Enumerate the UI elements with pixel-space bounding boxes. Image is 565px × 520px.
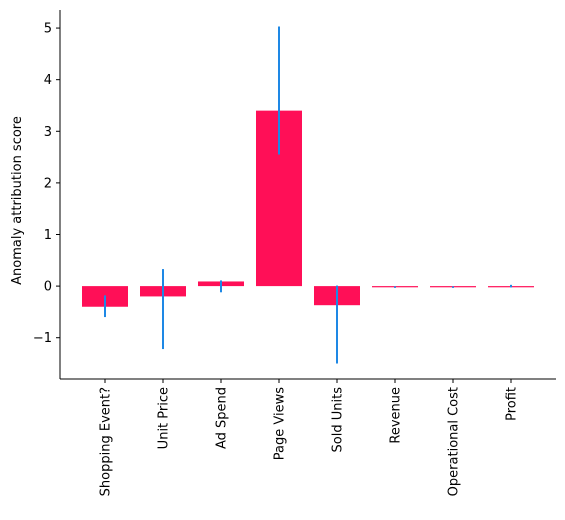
y-tick-label: 2 — [44, 176, 52, 191]
y-tick-label: 4 — [44, 73, 52, 88]
x-tick-label: Revenue — [389, 387, 404, 444]
y-axis-label: Anomaly attribution score — [10, 116, 25, 285]
x-tick-label: Unit Price — [157, 387, 172, 449]
x-tick-label: Operational Cost — [447, 387, 462, 496]
x-tick-label: Ad Spend — [215, 387, 230, 449]
x-ticks: Shopping Event? Unit Price Ad Spend Page Vi… — [99, 379, 520, 496]
y-tick-label: 0 — [44, 280, 52, 295]
bars-layer — [82, 110, 534, 307]
y-tick-label: −1 — [33, 331, 52, 346]
y-tick-label: 5 — [44, 22, 52, 37]
y-ticks: −1 0 1 2 3 4 5 — [33, 22, 60, 346]
y-tick-label: 3 — [44, 125, 52, 140]
x-tick-label: Profit — [505, 387, 520, 421]
x-tick-label: Page Views — [273, 387, 288, 460]
axes-layer — [59, 10, 556, 380]
x-tick-label: Sold Units — [331, 387, 346, 453]
error-bars-layer — [104, 26, 512, 364]
y-tick-label: 1 — [44, 228, 52, 243]
x-tick-label: Shopping Event? — [99, 387, 114, 496]
